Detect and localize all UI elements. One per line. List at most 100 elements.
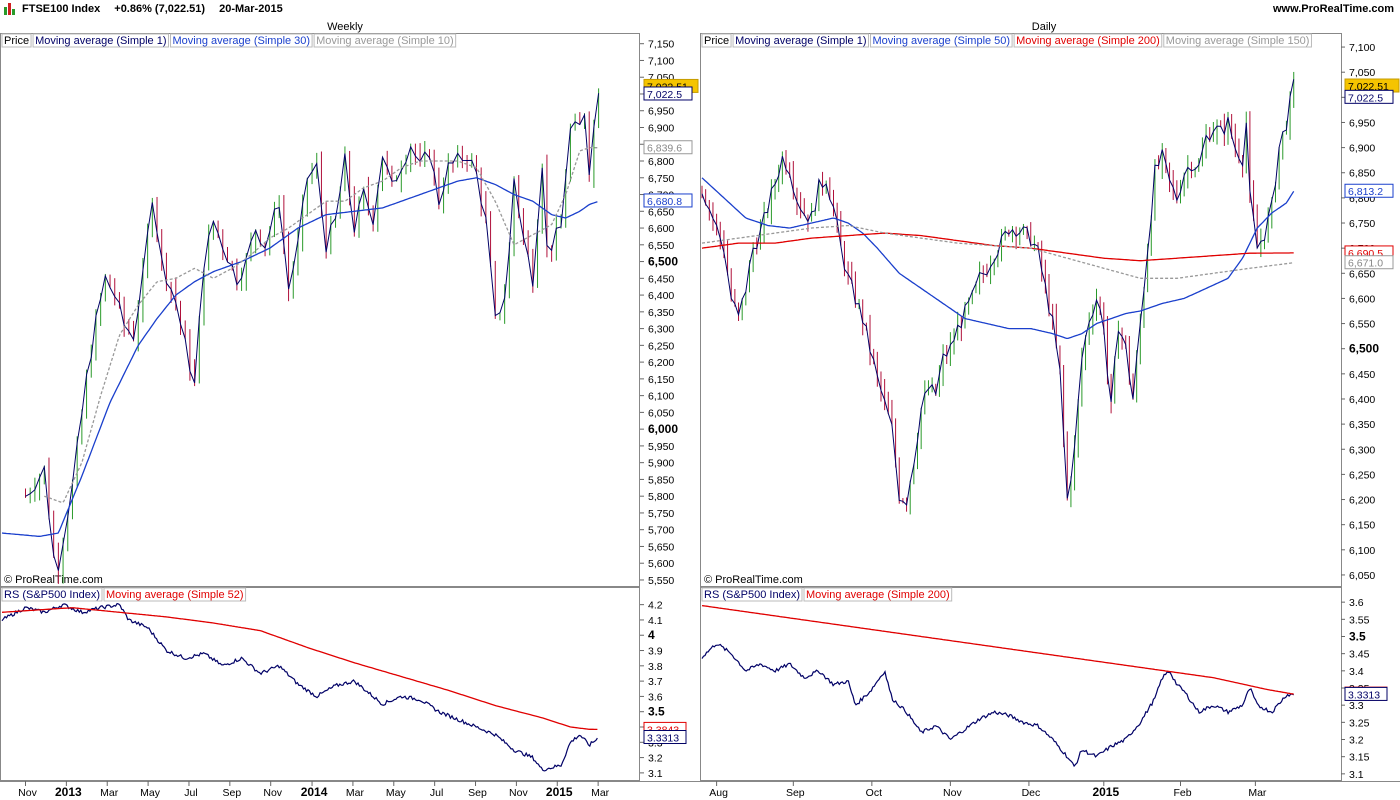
y-tick-label: 3.1 <box>648 768 663 780</box>
legend-item-0: Price <box>4 35 29 47</box>
y-tick-label: 4.2 <box>648 600 663 612</box>
y-tick-label: 7,050 <box>1349 67 1375 79</box>
legend-box-1 <box>803 587 953 602</box>
series-line-0 <box>701 177 1295 340</box>
legend-box-3 <box>313 33 457 48</box>
site-link[interactable]: www.ProRealTime.com <box>1272 3 1394 15</box>
x-tick-label: Nov <box>263 787 282 799</box>
y-tick-label: 3.4 <box>1349 666 1364 678</box>
weekly-rs-frame <box>0 587 640 781</box>
y-tick-label: 6,150 <box>648 374 674 386</box>
daily-copyright: © ProRealTime.com <box>704 574 803 586</box>
y-tick-label: 3.6 <box>648 691 663 703</box>
legend-item-1: Moving average (Simple 200) <box>806 589 950 601</box>
series-line-1 <box>701 604 1294 695</box>
last-value-badge <box>643 193 693 208</box>
y-tick-label: 3.3 <box>1349 700 1364 712</box>
daily-period-label: Daily <box>1032 21 1057 33</box>
weekly-rs-legend: RS (S&P500 Index) Moving average (Simple … <box>1 587 247 602</box>
y-tick-label: 6,250 <box>1349 469 1375 481</box>
x-tick-label: Dec <box>1022 787 1041 799</box>
last-value-badge <box>643 86 693 101</box>
x-tick-label: Aug <box>709 787 728 799</box>
weekly-period-label: Weekly <box>327 21 363 33</box>
series-line-0 <box>1 177 598 537</box>
y-tick-label: 6,450 <box>648 273 674 285</box>
weekly-copyright: © ProRealTime.com <box>4 574 103 586</box>
y-tick-label: 6,350 <box>648 307 674 319</box>
legend-box-1 <box>732 33 870 48</box>
y-tick-label: 6,900 <box>648 122 674 134</box>
legend-box-4 <box>1163 33 1312 48</box>
last-value-text: 6,839.6 <box>647 143 682 155</box>
daily-legend: Price Moving average (Simple 1) Moving ave… <box>701 33 1312 48</box>
y-tick-label: 3.55 <box>1349 614 1370 626</box>
y-tick-label: 6,200 <box>1349 495 1375 507</box>
x-tick-label: 2015 <box>1092 785 1119 799</box>
series-line-0 <box>701 643 1294 768</box>
y-tick-label: 6,200 <box>648 357 674 369</box>
y-tick-label: 6,400 <box>648 290 674 302</box>
series-line-1 <box>44 146 598 504</box>
x-tick-label: 2015 <box>546 785 573 799</box>
daily-rs-legend: RS (S&P500 Index) Moving average (Simple … <box>701 587 953 602</box>
y-tick-label: 5,800 <box>648 491 674 503</box>
y-tick-label: 6,550 <box>648 240 674 252</box>
last-value-text: 6,680.8 <box>647 196 682 208</box>
last-value-text: 6,813.2 <box>1348 186 1383 198</box>
y-tick-label: 6,550 <box>1349 319 1375 331</box>
y-tick-label: 3.7 <box>648 676 663 688</box>
x-tick-label: May <box>140 787 161 799</box>
legend-box-0 <box>1 587 103 602</box>
x-tick-label: Jul <box>430 787 443 799</box>
y-tick-label: 6,050 <box>1349 570 1375 582</box>
x-tick-label: Feb <box>1173 787 1191 799</box>
daily-rs-frame <box>700 587 1342 781</box>
weekly-legend: Price Moving average (Simple 1) Moving ave… <box>1 33 457 48</box>
y-tick-label: 3.9 <box>648 646 663 658</box>
legend-item-3: Moving average (Simple 10) <box>316 35 454 47</box>
y-tick-label: 3.8 <box>648 661 663 673</box>
series-line-1 <box>701 232 1294 262</box>
legend-box-0 <box>1 33 32 48</box>
y-tick-label: 6,500 <box>1349 342 1379 356</box>
y-tick-label: 6,750 <box>1349 218 1375 230</box>
last-value-badge <box>643 730 687 745</box>
legend-item-1: Moving average (Simple 52) <box>106 589 244 601</box>
y-tick-label: 6,300 <box>648 324 674 336</box>
daily-price-frame <box>700 33 1342 587</box>
y-tick-label: 6,350 <box>1349 419 1375 431</box>
y-tick-label: 5,750 <box>648 508 674 520</box>
plot-layer: 7,1507,1007,0507,0006,9506,9006,8506,800… <box>1 39 1400 799</box>
x-tick-label: Nov <box>18 787 37 799</box>
x-tick-label: Sep <box>786 787 805 799</box>
price-line <box>25 93 600 571</box>
y-tick-label: 4 <box>648 628 655 642</box>
last-value-text: 6,671.0 <box>1348 258 1383 270</box>
legend-item-2: Moving average (Simple 30) <box>173 35 311 47</box>
y-tick-label: 5,550 <box>648 575 674 587</box>
legend-box-2 <box>170 33 313 48</box>
legend-item-4: Moving average (Simple 150) <box>1166 35 1310 47</box>
x-tick-label: Mar <box>1248 787 1267 799</box>
y-tick-label: 3.2 <box>648 753 663 765</box>
legend-box-2 <box>870 33 1013 48</box>
y-tick-label: 6,600 <box>648 223 674 235</box>
last-value-badge <box>1344 686 1388 701</box>
daily-price-panel: 7,1007,0507,0006,9506,9006,8506,8006,750… <box>701 42 1400 582</box>
x-tick-label: Mar <box>591 787 610 799</box>
x-tick-label: Oct <box>866 787 882 799</box>
x-tick-label: May <box>386 787 407 799</box>
y-tick-label: 3.2 <box>1349 735 1364 747</box>
series-line-1 <box>1 607 598 731</box>
series-line-0 <box>1 602 598 772</box>
y-tick-label: 5,700 <box>648 525 674 537</box>
y-tick-label: 6,050 <box>648 407 674 419</box>
y-tick-label: 6,150 <box>1349 520 1375 532</box>
x-tick-label: Nov <box>509 787 528 799</box>
y-tick-label: 6,500 <box>648 255 678 269</box>
last-value-badge <box>1344 89 1394 104</box>
symbol-name: FTSE100 Index <box>22 3 101 15</box>
daily-rs-panel: 3.63.553.53.453.43.353.33.253.23.153.13.… <box>701 597 1388 781</box>
